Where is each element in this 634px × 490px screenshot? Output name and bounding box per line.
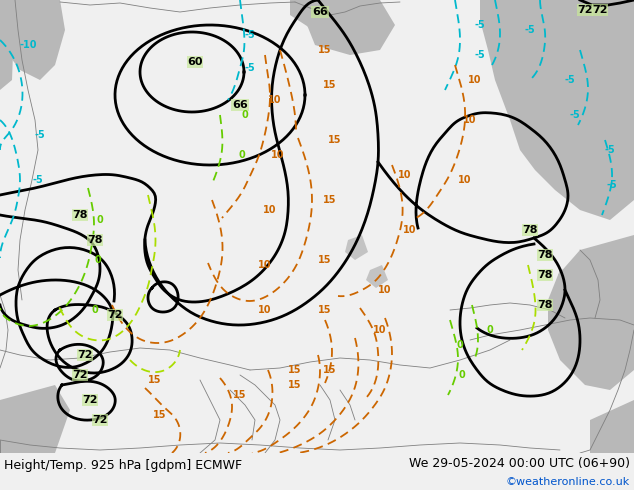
Text: 66: 66 xyxy=(232,100,248,110)
Text: 72: 72 xyxy=(107,310,123,320)
Text: 15: 15 xyxy=(328,135,342,145)
Text: We 29-05-2024 00:00 UTC (06+90): We 29-05-2024 00:00 UTC (06+90) xyxy=(409,457,630,470)
Text: 78: 78 xyxy=(537,250,553,260)
Text: 10: 10 xyxy=(463,115,477,125)
Text: 78: 78 xyxy=(87,235,103,245)
Text: ©weatheronline.co.uk: ©weatheronline.co.uk xyxy=(506,477,630,487)
Text: 0: 0 xyxy=(487,325,493,335)
Text: 72: 72 xyxy=(577,5,593,15)
Text: 78: 78 xyxy=(537,300,553,310)
Text: 72: 72 xyxy=(77,350,93,360)
Text: -10: -10 xyxy=(19,40,37,50)
Polygon shape xyxy=(0,385,70,453)
Text: 10: 10 xyxy=(469,75,482,85)
Text: -5: -5 xyxy=(35,130,46,140)
Text: 0: 0 xyxy=(92,305,98,315)
Polygon shape xyxy=(558,235,634,315)
Text: 66: 66 xyxy=(312,7,328,17)
Text: 72: 72 xyxy=(93,415,108,425)
Text: 78: 78 xyxy=(522,225,538,235)
Text: -5: -5 xyxy=(32,175,43,185)
Text: 0: 0 xyxy=(96,215,103,225)
Polygon shape xyxy=(548,260,634,390)
Text: 72: 72 xyxy=(72,370,87,380)
Text: Height/Temp. 925 hPa [gdpm] ECMWF: Height/Temp. 925 hPa [gdpm] ECMWF xyxy=(4,460,242,472)
Text: 15: 15 xyxy=(323,365,337,375)
Text: 15: 15 xyxy=(323,80,337,90)
Text: 15: 15 xyxy=(318,255,332,265)
Text: -5: -5 xyxy=(245,63,256,73)
Text: 10: 10 xyxy=(373,325,387,335)
Text: -5: -5 xyxy=(524,25,535,35)
Text: 72: 72 xyxy=(592,5,608,15)
Text: 72: 72 xyxy=(82,395,98,405)
Text: 10: 10 xyxy=(378,285,392,295)
Text: -5: -5 xyxy=(245,30,256,40)
Text: 15: 15 xyxy=(153,410,167,420)
Polygon shape xyxy=(290,0,345,30)
Polygon shape xyxy=(0,0,35,35)
Text: 0: 0 xyxy=(458,370,465,380)
Text: 0: 0 xyxy=(238,150,245,160)
Text: 15: 15 xyxy=(318,45,332,55)
Text: 78: 78 xyxy=(537,270,553,280)
Polygon shape xyxy=(0,0,65,80)
Text: 15: 15 xyxy=(288,380,302,390)
Text: 15: 15 xyxy=(233,390,247,400)
Text: 10: 10 xyxy=(403,225,417,235)
Text: 78: 78 xyxy=(72,210,87,220)
Text: 10: 10 xyxy=(398,170,411,180)
Text: -5: -5 xyxy=(569,110,580,120)
Text: 10: 10 xyxy=(258,305,272,315)
Text: -5: -5 xyxy=(605,145,616,155)
Text: -5: -5 xyxy=(565,75,576,85)
Polygon shape xyxy=(0,0,15,90)
Text: 60: 60 xyxy=(187,57,203,67)
Polygon shape xyxy=(366,265,388,288)
Text: -5: -5 xyxy=(475,20,486,30)
Polygon shape xyxy=(345,235,368,260)
Polygon shape xyxy=(480,0,634,220)
Text: 10: 10 xyxy=(271,150,285,160)
Text: -5: -5 xyxy=(607,180,618,190)
Text: 0: 0 xyxy=(456,340,463,350)
Text: 0: 0 xyxy=(242,110,249,120)
Text: 15: 15 xyxy=(148,375,162,385)
Text: 15: 15 xyxy=(288,365,302,375)
Text: 10: 10 xyxy=(263,205,277,215)
Text: 10: 10 xyxy=(258,260,272,270)
Text: 0: 0 xyxy=(94,255,101,265)
Text: 15: 15 xyxy=(323,195,337,205)
Text: 15: 15 xyxy=(318,305,332,315)
Text: -5: -5 xyxy=(475,50,486,60)
Polygon shape xyxy=(590,400,634,453)
Text: 10: 10 xyxy=(268,95,281,105)
Text: 10: 10 xyxy=(458,175,472,185)
Polygon shape xyxy=(305,0,395,55)
